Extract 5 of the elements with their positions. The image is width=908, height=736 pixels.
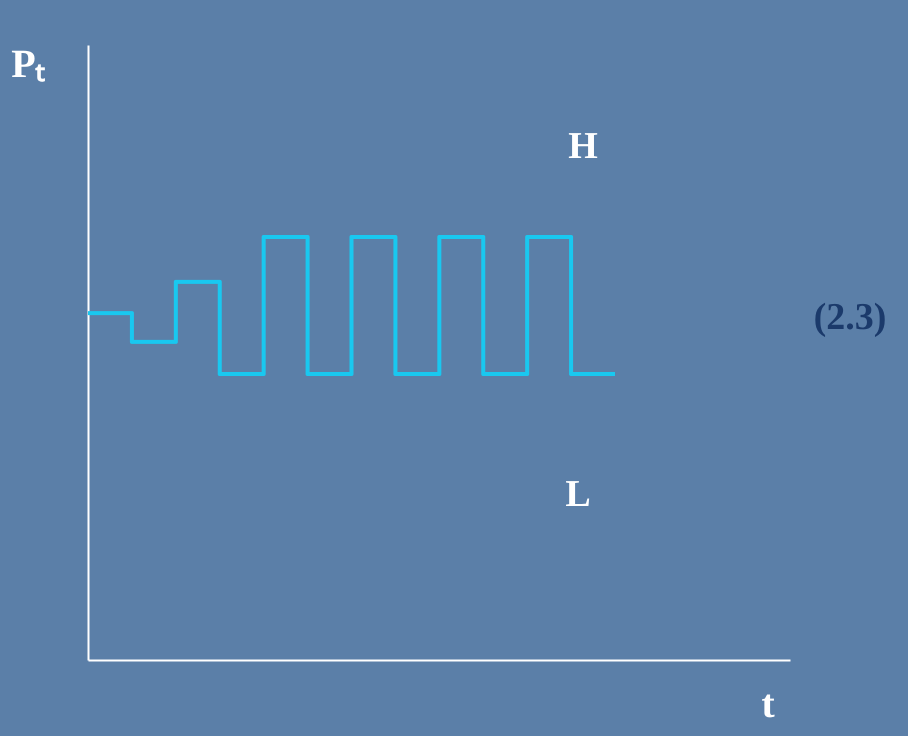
x-axis-title: t — [761, 681, 776, 726]
text: H — [568, 125, 598, 167]
text: (2.3) — [814, 296, 886, 338]
y-axis-title: Pₜ — [11, 41, 46, 86]
annotation: L — [565, 473, 591, 515]
